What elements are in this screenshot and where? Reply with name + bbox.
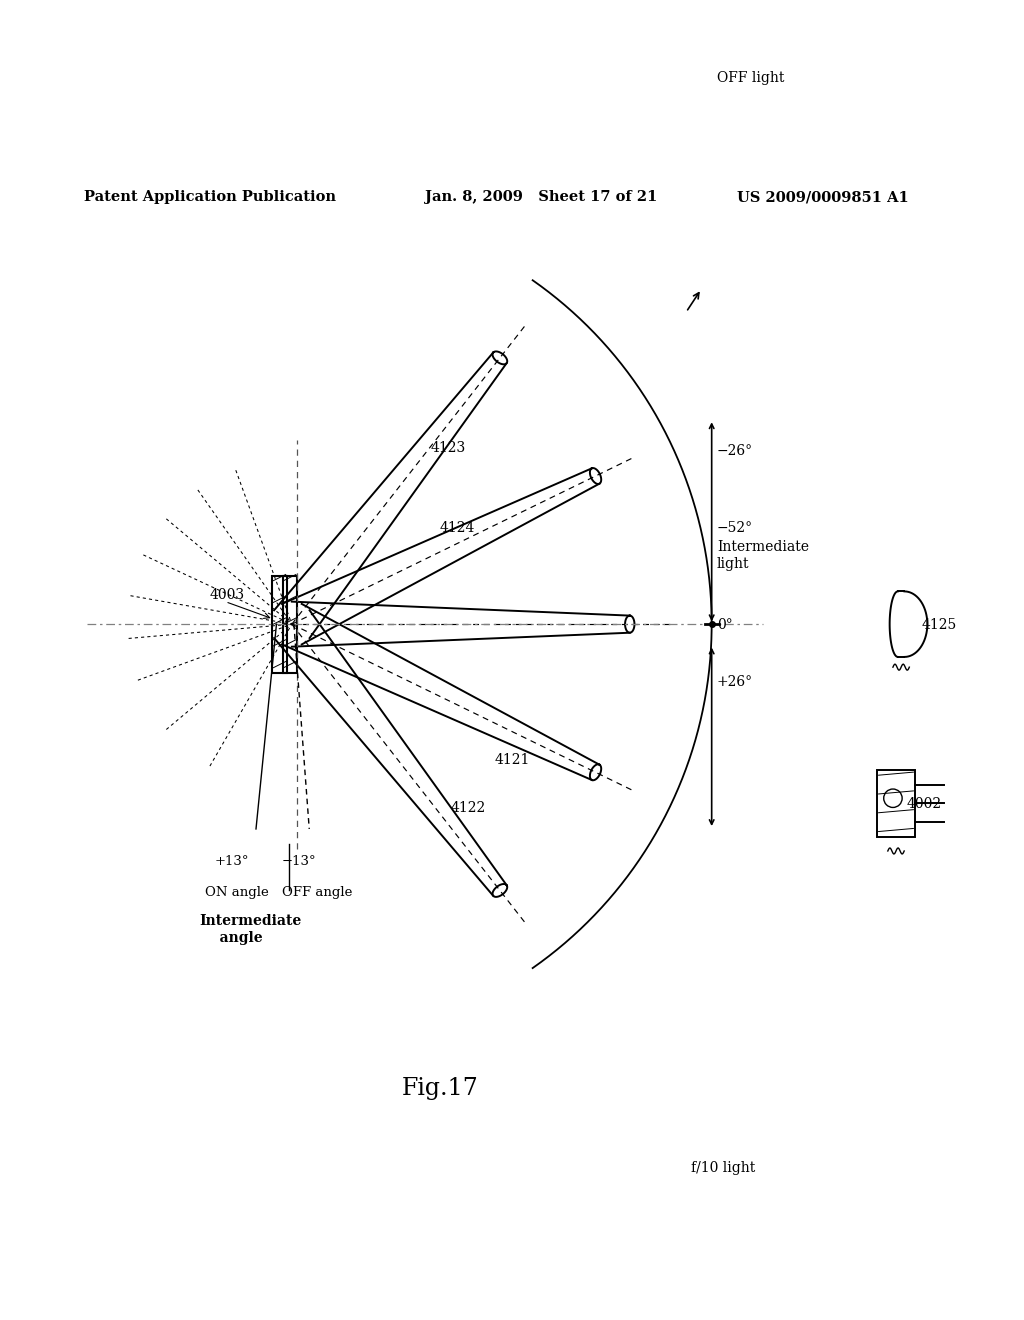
Text: ON angle: ON angle <box>205 886 268 899</box>
Text: Intermediate
    angle: Intermediate angle <box>200 915 302 945</box>
Text: 0°: 0° <box>717 618 732 632</box>
Text: +13°: +13° <box>215 855 250 867</box>
Text: 4124: 4124 <box>439 521 474 535</box>
Bar <box>272 576 287 673</box>
Text: Fig.17: Fig.17 <box>402 1077 478 1100</box>
Text: 4123: 4123 <box>430 441 466 455</box>
Text: Intermediate
light: Intermediate light <box>717 540 809 570</box>
Text: f/10 light: f/10 light <box>691 1160 756 1175</box>
Text: 4003: 4003 <box>210 587 245 602</box>
Text: OFF angle: OFF angle <box>282 886 352 899</box>
Bar <box>283 576 297 673</box>
Text: +26°: +26° <box>717 675 753 689</box>
Text: −52°: −52° <box>717 521 753 535</box>
Text: Jan. 8, 2009   Sheet 17 of 21: Jan. 8, 2009 Sheet 17 of 21 <box>425 190 657 205</box>
Bar <box>877 770 915 837</box>
Text: 4002: 4002 <box>906 797 941 812</box>
Text: −13°: −13° <box>282 855 316 867</box>
Text: 4125: 4125 <box>922 618 956 632</box>
Text: Patent Application Publication: Patent Application Publication <box>84 190 336 205</box>
Text: US 2009/0009851 A1: US 2009/0009851 A1 <box>737 190 909 205</box>
Text: OFF light: OFF light <box>717 71 784 84</box>
Text: −26°: −26° <box>717 445 753 458</box>
Text: 4122: 4122 <box>451 801 486 814</box>
Text: 4121: 4121 <box>495 752 529 767</box>
